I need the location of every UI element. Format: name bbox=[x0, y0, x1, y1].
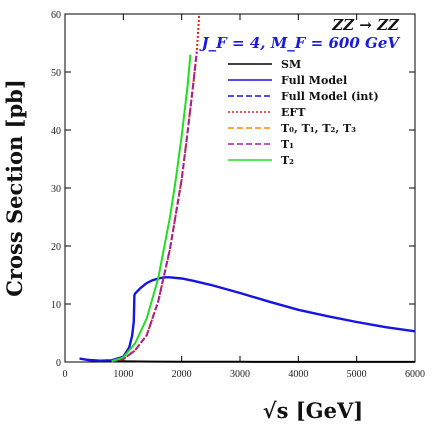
x-tick-label: 4000 bbox=[288, 369, 308, 380]
process-label: ZZ → ZZ bbox=[331, 16, 400, 34]
x-tick-label: 2000 bbox=[172, 369, 192, 380]
legend-label: SM bbox=[281, 58, 301, 71]
y-tick-label: 50 bbox=[51, 68, 61, 79]
legend-label: T₀, T₁, T₂, T₃ bbox=[281, 122, 356, 135]
legend-label: EFT bbox=[281, 106, 306, 119]
plot-frame bbox=[64, 13, 416, 363]
y-tick-label: 20 bbox=[51, 242, 61, 253]
x-tick-label: 5000 bbox=[347, 369, 367, 380]
x-tick-label: 1000 bbox=[113, 369, 133, 380]
series-line-6 bbox=[111, 54, 192, 363]
y-axis-title: Cross Section [pb] bbox=[2, 79, 27, 297]
x-tick-label: 0 bbox=[63, 369, 68, 380]
y-tick-label: 40 bbox=[51, 126, 61, 137]
series-layer bbox=[79, 13, 416, 363]
axis-ticks: 0 1000 2000 3000 4000 5000 6000 0 10 20 30 40 50 60 bbox=[51, 10, 425, 380]
legend-label: Full Model bbox=[281, 74, 347, 87]
x-tick-label: 6000 bbox=[405, 369, 425, 380]
y-tick-label: 60 bbox=[51, 10, 61, 21]
legend-label: Full Model (int) bbox=[281, 90, 379, 103]
legend-label: T₁ bbox=[281, 138, 294, 151]
y-tick-label: 0 bbox=[56, 358, 61, 369]
params-label: J_F = 4, M_F = 600 GeV bbox=[199, 34, 401, 52]
y-tick-label: 10 bbox=[51, 300, 61, 311]
x-axis-title: √s [GeV] bbox=[263, 398, 363, 423]
legend: SM Full Model Full Model (int) EFT T₀, T₁, T… bbox=[228, 58, 379, 167]
y-tick-label: 30 bbox=[51, 184, 61, 195]
series-line-5 bbox=[111, 51, 198, 363]
legend-label: T₂ bbox=[281, 154, 294, 167]
x-tick-label: 3000 bbox=[230, 369, 250, 380]
series-line-0 bbox=[79, 357, 415, 363]
